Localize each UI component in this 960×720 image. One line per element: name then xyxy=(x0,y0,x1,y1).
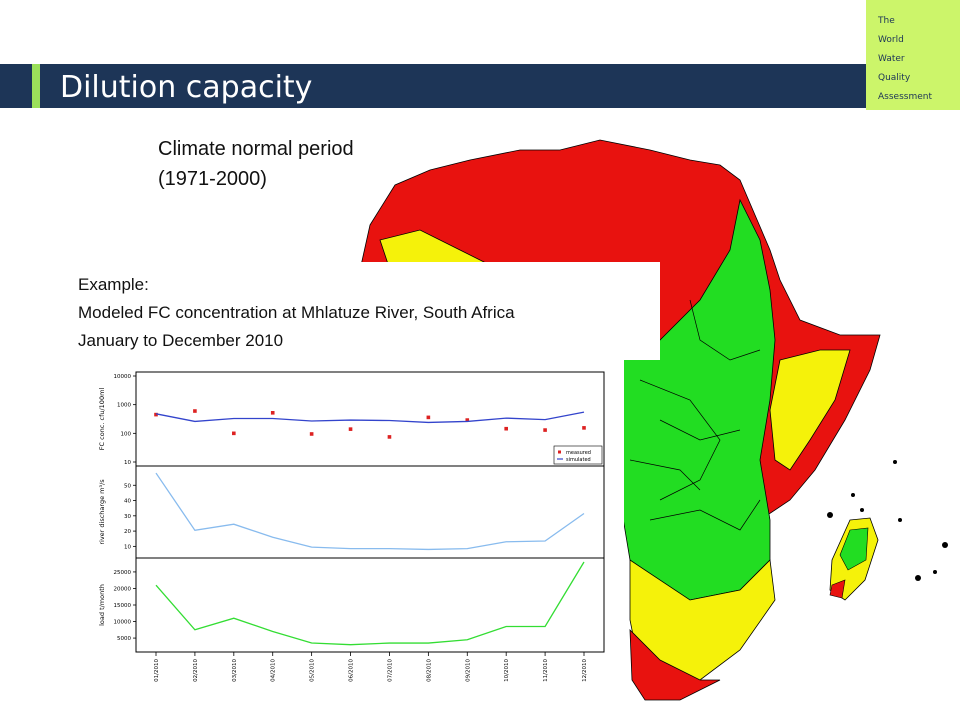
y-tick-label: 5000 xyxy=(117,636,131,642)
data-point-measured xyxy=(232,431,236,436)
example-line-3: January to December 2010 xyxy=(78,331,284,350)
legend-box xyxy=(553,445,603,465)
chart-panel-2-frame xyxy=(135,465,605,559)
map-caption-line-2: (1971-2000) xyxy=(158,168,267,190)
data-point-measured xyxy=(426,415,431,420)
series-line-panel3 xyxy=(155,561,585,646)
y-tick-label: 100 xyxy=(121,431,132,437)
series-line-simulated xyxy=(155,411,585,424)
data-point-measured xyxy=(582,426,586,430)
example-line-2: Modeled FC concentration at Mhlatuze Riv… xyxy=(78,303,515,322)
y-axis-label: load t/month xyxy=(98,584,106,626)
data-point-measured xyxy=(348,427,353,431)
y-tick-label: 25000 xyxy=(114,570,132,576)
legend-marker xyxy=(558,450,561,454)
fc-chart: 10 100 1000 10000 FC conc. cfu/100ml measured… xyxy=(98,371,605,682)
logo-line-3: Water xyxy=(878,54,905,64)
y-tick-label: 40 xyxy=(124,499,131,505)
y-tick-label: 50 xyxy=(124,483,131,489)
series-line-panel2 xyxy=(155,472,585,551)
data-point-measured xyxy=(465,418,470,422)
y-tick-label: 15000 xyxy=(114,603,132,609)
logo-line-2: World xyxy=(878,35,904,45)
data-point-measured xyxy=(387,435,392,439)
x-tick-label: 09/2010 xyxy=(465,659,471,682)
example-textbox: Example: Modeled FC concentration at Mhl… xyxy=(70,262,660,360)
map-region-red-south xyxy=(629,628,721,701)
x-tick-label: 06/2010 xyxy=(349,659,355,682)
y-tick-label: 1000 xyxy=(117,403,131,409)
example-line-1: Example: xyxy=(78,275,149,294)
y-tick-label: 10000 xyxy=(114,374,132,380)
y-tick-label: 10 xyxy=(124,460,131,466)
logo-line-4: Quality xyxy=(878,73,911,83)
x-tick-label: 07/2010 xyxy=(387,659,393,682)
data-point-measured xyxy=(270,411,275,415)
chart-panel: 10 100 1000 10000 FC conc. cfu/100ml measured… xyxy=(84,360,624,690)
map-caption: Climate normal period (1971-2000) xyxy=(158,134,354,194)
chart-panel-3-frame xyxy=(135,557,605,653)
legend-label: simulated xyxy=(566,457,591,463)
legend-label: measured xyxy=(566,450,591,456)
x-tick-label: 02/2010 xyxy=(193,659,199,682)
x-tick-label: 01/2010 xyxy=(154,659,160,682)
y-axis-label: FC conc. cfu/100ml xyxy=(98,388,106,451)
page-title: Dilution capacity xyxy=(60,70,313,105)
data-point-measured xyxy=(309,432,314,436)
logo-line-1: The xyxy=(878,16,895,26)
y-tick-label: 20000 xyxy=(114,586,132,592)
x-tick-label: 04/2010 xyxy=(271,659,277,682)
map-caption-line-1: Climate normal period xyxy=(158,138,354,160)
y-tick-label: 30 xyxy=(124,514,131,520)
x-tick-label: 08/2010 xyxy=(426,659,432,682)
x-tick-label: 05/2010 xyxy=(310,659,316,682)
data-point-measured xyxy=(193,409,197,413)
wwqa-logo: The World Water Quality Assessment xyxy=(866,0,960,110)
y-tick-label: 20 xyxy=(124,529,131,535)
x-tick-label: 12/2010 xyxy=(582,659,588,682)
y-axis-label: river discharge m³/s xyxy=(98,479,106,545)
title-bar xyxy=(0,64,866,108)
data-point-measured xyxy=(154,412,158,417)
x-tick-label: 10/2010 xyxy=(504,659,510,682)
y-tick-label: 10 xyxy=(124,544,131,550)
x-tick-label: 11/2010 xyxy=(543,659,549,682)
y-tick-label: 10000 xyxy=(114,620,132,626)
data-point-measured xyxy=(504,426,508,431)
data-point-measured xyxy=(543,428,547,432)
logo-line-5: Assessment xyxy=(878,92,932,102)
map-region-yellow-east xyxy=(769,349,851,471)
title-accent-bar xyxy=(32,64,40,108)
x-tick-label: 03/2010 xyxy=(232,659,238,682)
